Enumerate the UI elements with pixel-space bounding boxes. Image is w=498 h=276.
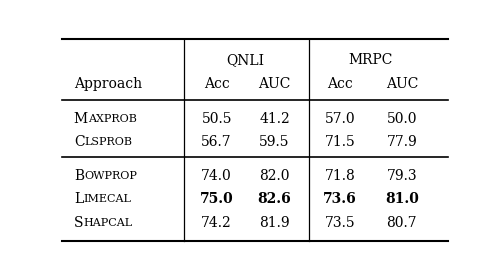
Text: C: C [74,134,85,148]
Text: 80.7: 80.7 [386,216,417,230]
Text: 59.5: 59.5 [259,134,290,148]
Text: 75.0: 75.0 [200,192,234,206]
Text: Acc: Acc [327,77,353,91]
Text: 77.9: 77.9 [386,134,417,148]
Text: 74.0: 74.0 [201,169,232,182]
Text: 71.5: 71.5 [325,134,356,148]
Text: 79.3: 79.3 [386,169,417,182]
Text: LSPROB: LSPROB [85,137,132,147]
Text: MRPC: MRPC [349,53,393,67]
Text: 41.2: 41.2 [259,112,290,126]
Text: 82.0: 82.0 [259,169,290,182]
Text: 73.5: 73.5 [325,216,356,230]
Text: S: S [74,216,83,230]
Text: 73.6: 73.6 [323,192,357,206]
Text: IMECAL: IMECAL [83,194,131,204]
Text: 74.2: 74.2 [201,216,232,230]
Text: 56.7: 56.7 [201,134,232,148]
Text: 81.0: 81.0 [385,192,419,206]
Text: 50.5: 50.5 [201,112,232,126]
Text: Acc: Acc [204,77,230,91]
Text: AUC: AUC [258,77,291,91]
Text: AUC: AUC [385,77,418,91]
Text: 57.0: 57.0 [325,112,356,126]
Text: 82.6: 82.6 [257,192,291,206]
Text: AXPROB: AXPROB [88,114,137,124]
Text: OWPROP: OWPROP [84,171,137,181]
Text: 81.9: 81.9 [259,216,290,230]
Text: HAPCAL: HAPCAL [83,218,132,228]
Text: 71.8: 71.8 [325,169,356,182]
Text: B: B [74,169,84,182]
Text: M: M [74,112,88,126]
Text: 50.0: 50.0 [386,112,417,126]
Text: L: L [74,192,83,206]
Text: QNLI: QNLI [227,53,264,67]
Text: Approach: Approach [74,77,142,91]
